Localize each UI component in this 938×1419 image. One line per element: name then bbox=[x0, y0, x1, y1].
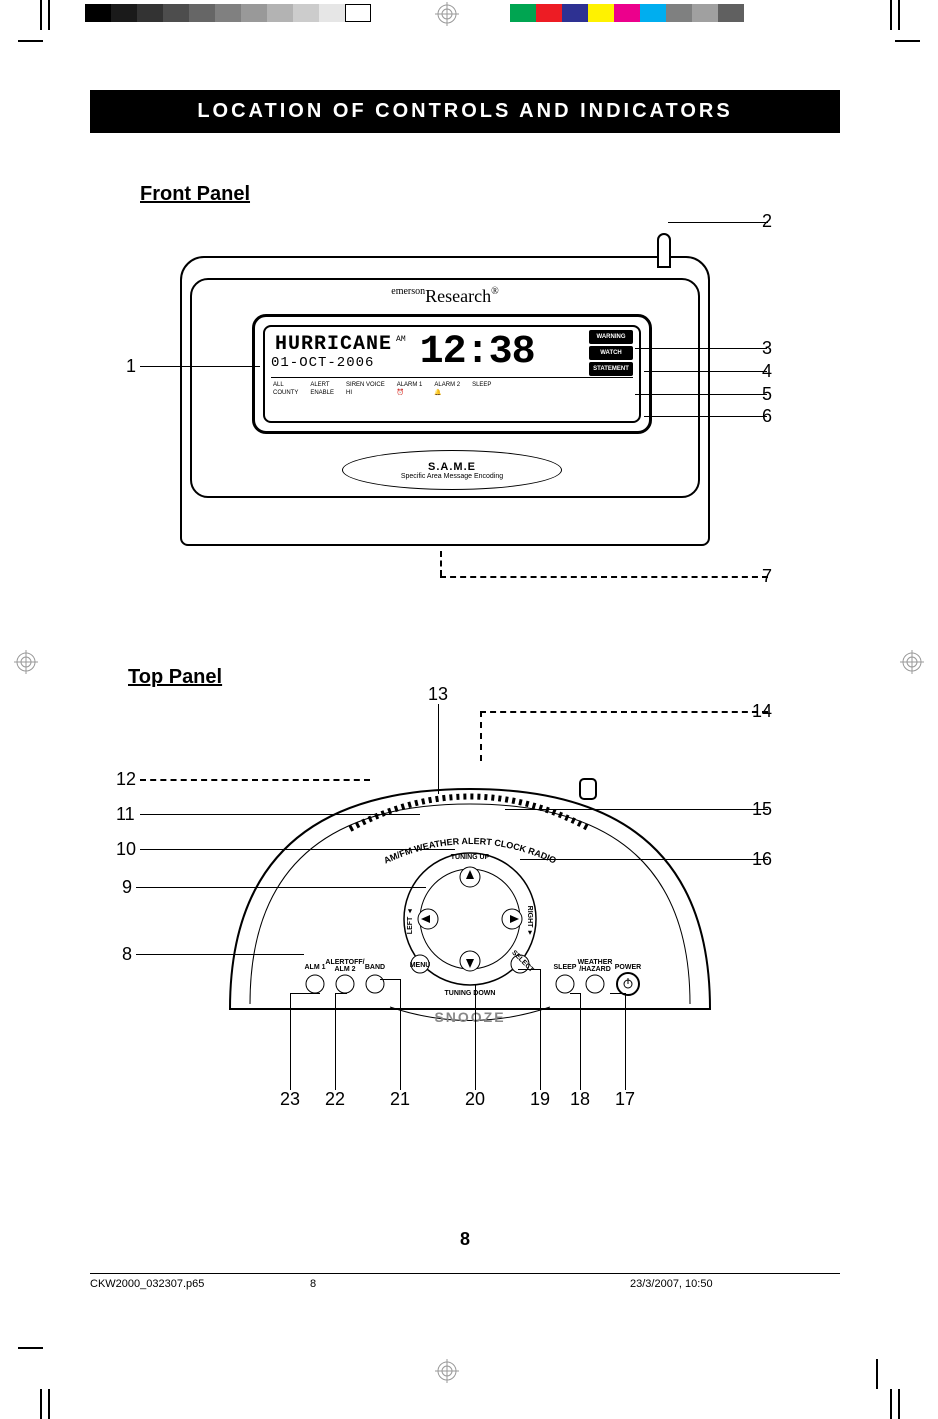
callout-line bbox=[625, 993, 626, 1090]
page-title: LOCATION OF CONTROLS AND INDICATORS bbox=[90, 90, 840, 133]
callout-17: 17 bbox=[615, 1089, 635, 1110]
callout-line bbox=[580, 993, 581, 1090]
badge-warning: WARNING bbox=[589, 330, 633, 344]
lcd-frame: HURRICANE 01-OCT-2006 AM 12:38 WARNING W… bbox=[252, 314, 652, 434]
callout-13: 13 bbox=[428, 684, 448, 705]
registration-target-icon bbox=[14, 650, 38, 674]
callout-dashed-line bbox=[440, 551, 442, 576]
badge-watch: WATCH bbox=[589, 346, 633, 360]
crop-mark bbox=[876, 1359, 878, 1389]
crop-mark bbox=[18, 40, 43, 42]
callout-22: 22 bbox=[325, 1089, 345, 1110]
print-registration-bottom bbox=[0, 1354, 938, 1389]
svg-text:WEATHER: WEATHER bbox=[578, 959, 613, 966]
section-heading-front: Front Panel bbox=[140, 183, 850, 206]
page-number: 8 bbox=[80, 1229, 850, 1250]
callout-8: 8 bbox=[122, 944, 132, 965]
footer-datetime: 23/3/2007, 10:50 bbox=[510, 1278, 840, 1290]
top-panel-diagram: AM/FM WEATHER ALERT CLOCK RADIO TUNING U… bbox=[80, 689, 850, 1159]
print-footer: CKW2000_032307.p65 8 23/3/2007, 10:50 bbox=[90, 1273, 840, 1290]
svg-text:TUNING UP: TUNING UP bbox=[451, 854, 490, 861]
svg-text:BAND: BAND bbox=[365, 964, 385, 971]
callout-line bbox=[290, 993, 320, 994]
brand-label: emersonResearch® bbox=[192, 286, 698, 307]
registration-target-icon bbox=[435, 2, 459, 26]
lcd-display: HURRICANE 01-OCT-2006 AM 12:38 WARNING W… bbox=[263, 325, 641, 423]
callout-line bbox=[668, 222, 768, 223]
callout-line bbox=[635, 394, 767, 395]
svg-text:ALM 1: ALM 1 bbox=[305, 964, 326, 971]
callout-line bbox=[518, 969, 540, 970]
lcd-ampm: AM bbox=[396, 335, 406, 344]
callout-line bbox=[520, 859, 768, 860]
lcd-indicator-row: ALLCOUNTY ALERTENABLE SIREN VOICEHI ALAR… bbox=[271, 380, 633, 398]
svg-text:SLEEP: SLEEP bbox=[554, 964, 577, 971]
callout-line bbox=[644, 371, 767, 372]
same-plate: S.A.M.E Specific Area Message Encoding bbox=[342, 450, 562, 490]
callout-20: 20 bbox=[465, 1089, 485, 1110]
callout-line bbox=[610, 993, 625, 994]
registration-target-icon bbox=[900, 650, 924, 674]
callout-23: 23 bbox=[280, 1089, 300, 1110]
svg-text:POWER: POWER bbox=[615, 964, 641, 971]
device-front-illustration: emersonResearch® HURRICANE 01-OCT-2006 A… bbox=[180, 256, 710, 546]
callout-dashed-line bbox=[480, 711, 482, 761]
svg-text:/HAZARD: /HAZARD bbox=[579, 966, 611, 973]
callout-line bbox=[540, 969, 541, 1090]
crop-mark bbox=[895, 40, 920, 42]
svg-text:ALM 2: ALM 2 bbox=[335, 966, 356, 973]
svg-text:SNOOZE: SNOOZE bbox=[434, 1009, 505, 1025]
svg-text:MENU: MENU bbox=[410, 962, 431, 969]
callout-21: 21 bbox=[390, 1089, 410, 1110]
lcd-time: 12:38 bbox=[420, 335, 535, 371]
svg-text:TUNING DOWN: TUNING DOWN bbox=[445, 990, 496, 997]
callout-11: 11 bbox=[116, 804, 135, 825]
callout-18: 18 bbox=[570, 1089, 590, 1110]
callout-line bbox=[140, 366, 260, 367]
gray-swatch-strip bbox=[85, 4, 371, 22]
front-panel-diagram: emersonResearch® HURRICANE 01-OCT-2006 A… bbox=[80, 216, 850, 636]
svg-text:ALERTOFF/: ALERTOFF/ bbox=[325, 959, 364, 966]
badge-statement: STATEMENT bbox=[589, 362, 633, 376]
footer-pagenum: 8 bbox=[310, 1278, 510, 1290]
lcd-status-badges: WARNING WATCH STATEMENT bbox=[589, 330, 633, 376]
antenna-icon bbox=[657, 233, 671, 268]
svg-text:LEFT ◄: LEFT ◄ bbox=[407, 908, 414, 934]
callout-9: 9 bbox=[122, 877, 132, 898]
callout-line bbox=[136, 954, 304, 955]
callout-line bbox=[644, 416, 767, 417]
callout-line bbox=[505, 809, 768, 810]
callout-line bbox=[335, 993, 336, 1090]
callout-12: 12 bbox=[116, 769, 136, 790]
callout-line bbox=[570, 993, 580, 994]
callout-line bbox=[380, 979, 400, 980]
callout-line bbox=[438, 704, 439, 794]
callout-19: 19 bbox=[530, 1089, 550, 1110]
callout-10: 10 bbox=[116, 839, 136, 860]
device-top-illustration: AM/FM WEATHER ALERT CLOCK RADIO TUNING U… bbox=[220, 749, 720, 1059]
callout-line bbox=[290, 993, 291, 1090]
callout-line bbox=[136, 887, 426, 888]
print-registration-top bbox=[0, 0, 938, 35]
callout-dashed-line bbox=[140, 779, 370, 781]
crop-mark bbox=[18, 1347, 43, 1349]
callout-dashed-line bbox=[480, 711, 768, 713]
device-bezel: emersonResearch® HURRICANE 01-OCT-2006 A… bbox=[190, 278, 700, 498]
callout-line bbox=[635, 348, 767, 349]
section-heading-top: Top Panel bbox=[128, 666, 850, 689]
manual-page: LOCATION OF CONTROLS AND INDICATORS Fron… bbox=[80, 50, 850, 1330]
svg-text:RIGHT ►: RIGHT ► bbox=[526, 906, 533, 937]
lcd-message: HURRICANE bbox=[275, 335, 392, 355]
callout-line bbox=[140, 814, 420, 815]
callout-line bbox=[335, 993, 347, 994]
callout-line bbox=[140, 849, 455, 850]
callout-line bbox=[475, 985, 476, 1090]
callout-1: 1 bbox=[126, 356, 136, 377]
footer-filename: CKW2000_032307.p65 bbox=[90, 1278, 310, 1290]
callout-line bbox=[400, 979, 401, 1090]
lcd-date: 01-OCT-2006 bbox=[271, 355, 392, 371]
color-swatch-strip bbox=[510, 4, 744, 22]
callout-dashed-line bbox=[440, 576, 768, 578]
